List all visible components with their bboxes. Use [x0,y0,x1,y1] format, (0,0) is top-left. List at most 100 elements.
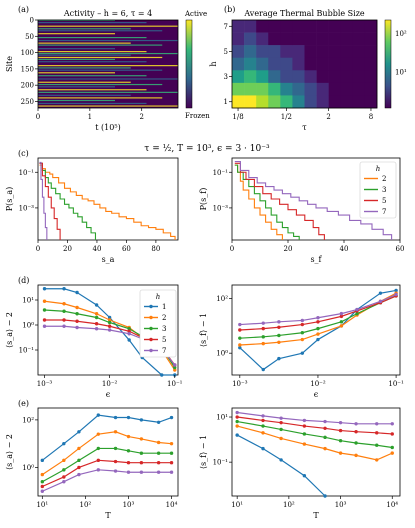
data-point-h3 [139,451,144,455]
legend-label-h3: 3 [162,325,166,333]
data-point-h2 [375,458,379,462]
series-line-h7 [237,411,393,425]
data-point-h7 [279,416,283,420]
b-y-label: h [209,61,218,66]
data-point-h3 [173,365,177,370]
data-point-h7 [156,470,161,474]
data-point-h5 [354,429,358,434]
d_left-y-tick-label: 10⁰ [22,322,34,330]
data-point-h3 [261,335,265,339]
bubble-cell [232,95,245,109]
data-point-h3 [375,443,379,447]
activity-stripe [38,81,131,83]
legend-marker-h1 [149,304,153,309]
data-point-h5 [261,418,265,423]
bubble-cell [352,45,366,59]
data-point-h1 [302,473,307,478]
data-point-h3 [338,439,343,443]
data-point-h7 [302,418,307,423]
series-line-h1 [236,434,326,497]
bubble-cell [352,57,366,71]
data-point-h1 [96,413,101,417]
data-point-h2 [96,432,101,436]
bubble-cell [244,95,257,109]
data-point-h3 [107,320,112,325]
data-point-h5 [156,461,161,465]
bubble-cell [328,20,342,33]
bubble-cell [268,70,281,84]
data-point-h2 [339,324,344,328]
bubble-cell [268,95,281,109]
bubble-cell [340,95,354,109]
activity-stripe [38,25,178,27]
b-x-tick-label: 1/2 [281,113,292,121]
d_left-x-tick-label: 10⁻² [102,380,118,388]
series-line-h2 [39,164,176,240]
activity-stripe [38,97,163,99]
data-point-h5 [96,458,101,463]
data-point-h2 [75,305,79,310]
data-point-h1 [77,430,81,434]
bubble-cell [304,45,317,59]
c_left-x-tick-label: 0 [36,245,40,253]
data-point-h5 [339,314,344,319]
activity-stripe [38,28,131,30]
data-point-h1 [261,446,265,451]
data-point-h2 [113,430,118,434]
bubble-cell [232,70,245,84]
data-point-h1 [235,433,239,437]
activity-stripe [38,102,147,105]
e_left-x-tick-label: 10⁴ [166,501,178,509]
bubble-cell [244,70,257,84]
data-point-h1 [113,415,118,420]
heatmap-a-frame [37,19,179,109]
colorbar-b [384,19,392,109]
e_right-x-tick-label: 10³ [335,501,347,509]
data-point-h3 [156,451,161,455]
a-y-tick-label: 50 [25,33,34,41]
a-title: Activity – h = 6, τ = 4 [63,9,152,18]
bubble-cell [244,45,257,59]
data-point-h5 [261,326,265,331]
data-point-h1 [300,351,305,355]
e_left-y-tick-label: 10² [22,416,34,424]
data-point-h5 [375,431,379,435]
c_left-x-label: s_a [102,255,115,264]
data-point-h1 [378,291,383,295]
bubble-cell [280,70,293,84]
data-point-h3 [113,446,118,451]
bubble-cell [316,70,329,84]
activity-stripe [38,65,178,67]
bubble-cell [280,20,293,33]
data-point-h1 [94,303,99,307]
series-line-h7 [42,469,172,492]
d_left-x-label: ϵ [106,390,111,399]
bubble-cell [340,82,354,96]
bubble-cell [304,20,317,33]
data-point-h5 [139,461,144,465]
d_left-x-tick-label: 10⁻³ [37,380,53,388]
e_left-x-tick-label: 10² [80,501,92,509]
data-point-h7 [300,318,305,323]
data-point-h5 [300,322,305,327]
data-point-h5 [113,459,118,464]
bubble-cell [256,82,269,96]
legend-label-h1: 1 [162,303,166,311]
data-point-h7 [261,414,265,418]
activity-stripe [38,83,163,86]
data-point-h5 [302,424,307,428]
activity-stripe [38,78,178,80]
activity-stripe [38,42,131,44]
data-point-h5 [127,329,131,333]
activity-stripe [38,33,115,35]
c_left-y-tick-label: 10⁻¹ [19,169,35,177]
data-point-h2 [277,340,281,344]
d_left-panel-label: (d) [18,276,29,285]
bubble-cell [280,32,293,46]
data-point-h7 [40,489,45,493]
data-point-h1 [261,367,265,372]
legend-marker-h3 [149,326,153,331]
data-point-h5 [238,328,242,332]
d_right-x-tick-label: 10⁻¹ [388,380,404,388]
bubble-cell [352,95,366,109]
